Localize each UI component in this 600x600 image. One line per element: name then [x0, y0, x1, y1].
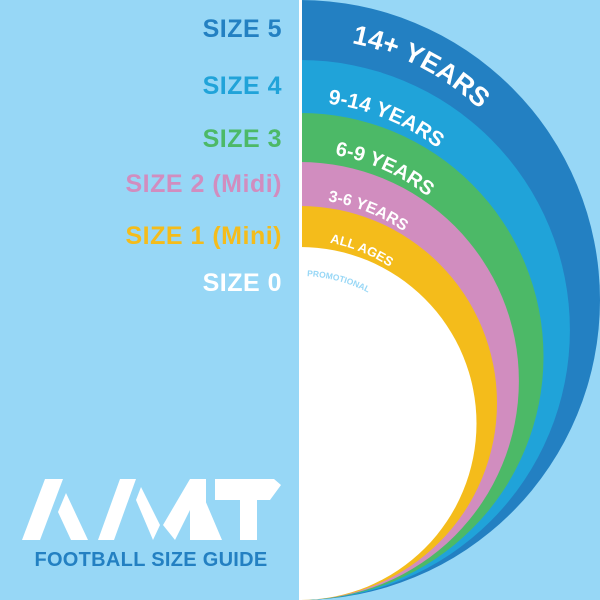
guide-subtitle: FOOTBALL SIZE GUIDE: [34, 549, 268, 571]
size-label-5: SIZE 5: [202, 15, 282, 43]
amt-logo: [22, 479, 281, 540]
size-label-2: SIZE 2 (Midi): [125, 170, 282, 198]
size-label-3: SIZE 3: [202, 125, 282, 153]
size-label-1: SIZE 1 (Mini): [125, 222, 282, 250]
divider-line: [299, 0, 302, 600]
band-size-0: [300, 247, 477, 600]
size-label-0: SIZE 0: [202, 269, 282, 297]
size-label-4: SIZE 4: [202, 72, 282, 100]
